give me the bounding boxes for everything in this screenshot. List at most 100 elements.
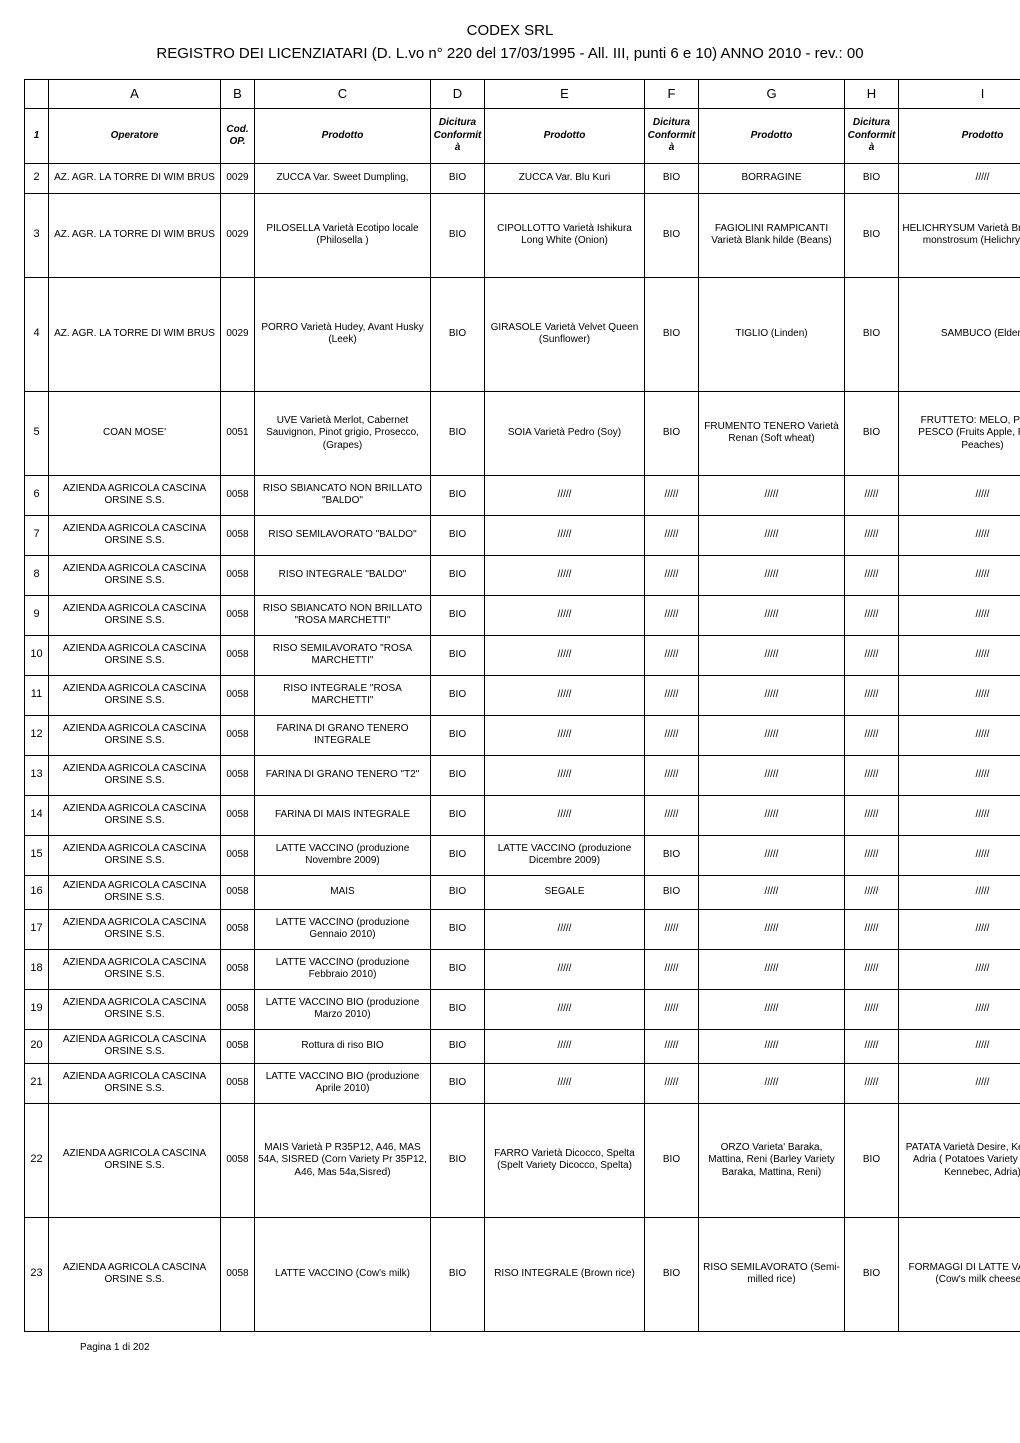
table-row: 11AZIENDA AGRICOLA CASCINA ORSINE S.S.00…	[25, 675, 1020, 715]
cell: UVE Varietà Merlot, Cabernet Sauvignon, …	[255, 391, 431, 475]
cell: AZIENDA AGRICOLA CASCINA ORSINE S.S.	[49, 675, 221, 715]
col-letter-D: D	[431, 80, 485, 109]
registry-table: A B C D E F G H I 1 Operatore Cod. OP. P…	[24, 79, 1020, 1332]
cell: LATTE VACCINO (produzione Dicembre 2009)	[485, 835, 645, 875]
table-row: 5COAN MOSE'0051UVE Varietà Merlot, Caber…	[25, 391, 1020, 475]
hdr-prodotto-2: Prodotto	[485, 109, 645, 164]
cell: PILOSELLA Varietà Ecotipo locale (Philos…	[255, 193, 431, 277]
row-number: 10	[25, 635, 49, 675]
cell: /////	[899, 989, 1020, 1029]
cell: /////	[485, 755, 645, 795]
cell: 0029	[221, 277, 255, 391]
cell: 0058	[221, 835, 255, 875]
cell: AZIENDA AGRICOLA CASCINA ORSINE S.S.	[49, 875, 221, 909]
cell: ZUCCA Var. Sweet Dumpling,	[255, 163, 431, 193]
cell: /////	[699, 1029, 845, 1063]
cell: FAGIOLINI RAMPICANTI Varietà Blank hilde…	[699, 193, 845, 277]
cell: /////	[645, 1063, 699, 1103]
cell: RISO SBIANCATO NON BRILLATO "BALDO"	[255, 475, 431, 515]
cell: /////	[845, 1063, 899, 1103]
cell: LATTE VACCINO (produzione Febbraio 2010)	[255, 949, 431, 989]
cell: Rottura di riso BIO	[255, 1029, 431, 1063]
cell: BIO	[431, 1217, 485, 1331]
cell: ZUCCA Var. Blu Kuri	[485, 163, 645, 193]
cell: BIO	[431, 595, 485, 635]
cell: /////	[899, 835, 1020, 875]
col-letter-I: I	[899, 80, 1020, 109]
table-row: 23AZIENDA AGRICOLA CASCINA ORSINE S.S.00…	[25, 1217, 1020, 1331]
table-row: 9AZIENDA AGRICOLA CASCINA ORSINE S.S.005…	[25, 595, 1020, 635]
cell: 0058	[221, 715, 255, 755]
cell: /////	[899, 595, 1020, 635]
cell: AZIENDA AGRICOLA CASCINA ORSINE S.S.	[49, 1103, 221, 1217]
cell: AZIENDA AGRICOLA CASCINA ORSINE S.S.	[49, 989, 221, 1029]
cell: /////	[899, 1063, 1020, 1103]
cell: BIO	[645, 835, 699, 875]
cell: AZIENDA AGRICOLA CASCINA ORSINE S.S.	[49, 795, 221, 835]
cell: RISO INTEGRALE "ROSA MARCHETTI"	[255, 675, 431, 715]
cell: AZIENDA AGRICOLA CASCINA ORSINE S.S.	[49, 909, 221, 949]
cell: BIO	[431, 875, 485, 909]
cell: /////	[845, 475, 899, 515]
cell: 0058	[221, 675, 255, 715]
cell: /////	[845, 909, 899, 949]
cell: PORRO Varietà Hudey, Avant Husky (Leek)	[255, 277, 431, 391]
page-footer: Pagina 1 di 202	[24, 1342, 996, 1353]
col-letter-G: G	[699, 80, 845, 109]
row-number: 12	[25, 715, 49, 755]
cell: 0029	[221, 193, 255, 277]
cell: /////	[485, 635, 645, 675]
row-num-header: 1	[25, 109, 49, 164]
cell: /////	[845, 949, 899, 989]
table-row: 7AZIENDA AGRICOLA CASCINA ORSINE S.S.005…	[25, 515, 1020, 555]
cell: SEGALE	[485, 875, 645, 909]
col-letter-F: F	[645, 80, 699, 109]
cell: 0058	[221, 755, 255, 795]
col-letter-B: B	[221, 80, 255, 109]
header-row: 1 Operatore Cod. OP. Prodotto Dicitura C…	[25, 109, 1020, 164]
cell: AZIENDA AGRICOLA CASCINA ORSINE S.S.	[49, 475, 221, 515]
row-number: 19	[25, 989, 49, 1029]
cell: AZIENDA AGRICOLA CASCINA ORSINE S.S.	[49, 555, 221, 595]
cell: RISO INTEGRALE "BALDO"	[255, 555, 431, 595]
cell: 0058	[221, 1063, 255, 1103]
cell: FARINA DI GRANO TENERO INTEGRALE	[255, 715, 431, 755]
cell: /////	[699, 635, 845, 675]
cell: /////	[699, 755, 845, 795]
cell: AZIENDA AGRICOLA CASCINA ORSINE S.S.	[49, 1029, 221, 1063]
cell: /////	[485, 1063, 645, 1103]
cell: CIPOLLOTTO Varietà Ishikura Long White (…	[485, 193, 645, 277]
table-row: 2AZ. AGR. LA TORRE DI WIM BRUS0029ZUCCA …	[25, 163, 1020, 193]
cell: /////	[899, 795, 1020, 835]
col-letter-A: A	[49, 80, 221, 109]
row-number: 17	[25, 909, 49, 949]
cell: BIO	[431, 635, 485, 675]
cell: /////	[645, 949, 699, 989]
table-row: 18AZIENDA AGRICOLA CASCINA ORSINE S.S.00…	[25, 949, 1020, 989]
cell: BIO	[845, 1217, 899, 1331]
cell: 0058	[221, 515, 255, 555]
cell: BIO	[845, 1103, 899, 1217]
cell: BIO	[645, 1103, 699, 1217]
cell: /////	[845, 515, 899, 555]
cell: /////	[645, 675, 699, 715]
cell: AZ. AGR. LA TORRE DI WIM BRUS	[49, 277, 221, 391]
cell: /////	[699, 909, 845, 949]
cell: FARINA DI MAIS INTEGRALE	[255, 795, 431, 835]
cell: ORZO Varieta' Baraka, Mattina, Reni (Bar…	[699, 1103, 845, 1217]
cell: /////	[899, 949, 1020, 989]
table-row: 21AZIENDA AGRICOLA CASCINA ORSINE S.S.00…	[25, 1063, 1020, 1103]
cell: MAIS	[255, 875, 431, 909]
cell: /////	[485, 795, 645, 835]
cell: /////	[699, 675, 845, 715]
cell: /////	[485, 515, 645, 555]
cell: 0058	[221, 909, 255, 949]
cell: /////	[699, 1063, 845, 1103]
cell: /////	[485, 1029, 645, 1063]
cell: BIO	[845, 193, 899, 277]
row-number: 16	[25, 875, 49, 909]
cell: /////	[699, 555, 845, 595]
cell: BIO	[431, 989, 485, 1029]
table-row: 8AZIENDA AGRICOLA CASCINA ORSINE S.S.005…	[25, 555, 1020, 595]
cell: /////	[485, 595, 645, 635]
